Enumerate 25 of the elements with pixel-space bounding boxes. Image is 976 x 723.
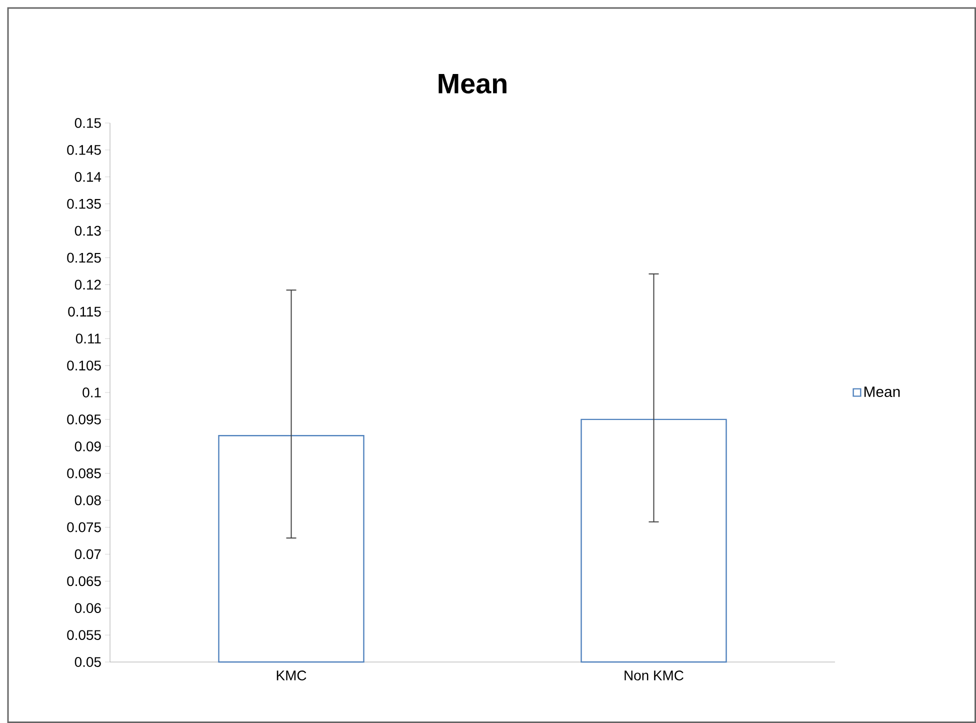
chart-title: Mean [438,74,506,94]
y-tick-label: 0.125 [67,252,101,263]
y-tick-label: 0.06 [74,603,101,614]
y-tick-label: 0.1 [82,388,101,398]
y-tick-label: 0.135 [67,198,101,209]
y-tick-label: 0.075 [67,522,101,532]
x-tick-label: Non KMC [624,670,684,680]
x-tick-label: KMC [276,670,306,680]
y-tick-label: 0.07 [74,549,101,560]
y-tick-label: 0.105 [67,360,101,370]
y-tick-label: 0.09 [74,441,101,452]
y-tick-label: 0.13 [74,226,101,236]
y-tick-label: 0.115 [68,306,101,317]
y-tick-label: 0.085 [67,468,101,478]
y-tick-label: 0.14 [74,172,102,182]
y-tick-label: 0.12 [74,280,101,290]
legend-label: Mean [864,386,900,398]
y-tick-label: 0.08 [74,495,101,506]
y-tick-label: 0.05 [74,657,101,667]
y-tick-label: 0.11 [76,334,101,344]
y-tick-label: 0.095 [67,414,101,424]
y-tick-label: 0.145 [67,144,101,155]
y-tick-label: 0.065 [67,576,101,586]
y-tick-label: 0.15 [74,118,101,128]
y-tick-label: 0.055 [67,630,101,640]
